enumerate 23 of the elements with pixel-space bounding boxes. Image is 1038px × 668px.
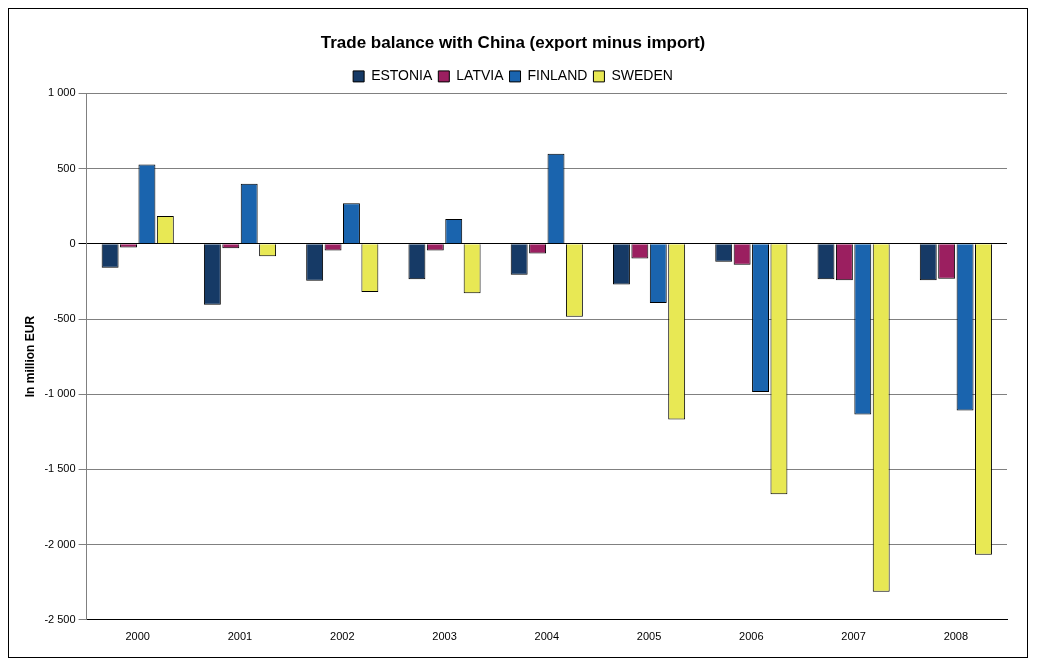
y-tick-label: 0: [69, 236, 76, 249]
chart-title: Trade balance with China (export minus import): [320, 32, 706, 52]
y-tick-label: -2 000: [44, 537, 76, 550]
y-tick-label: 1 000: [48, 86, 76, 99]
x-tick-label: 2003: [432, 630, 457, 643]
y-tick-label: -1 500: [44, 462, 76, 475]
y-tick-label: -1 000: [44, 387, 76, 400]
y-axis-title: In million EUR: [22, 315, 37, 398]
x-tick-label: 2002: [330, 630, 355, 643]
y-tick-label: -500: [53, 312, 76, 325]
x-tick-label: 2004: [534, 630, 560, 643]
x-tick-label: 2005: [636, 630, 662, 643]
x-tick-label: 2007: [841, 630, 866, 643]
legend-label: LATVIA: [456, 67, 505, 84]
y-tick-label: 500: [57, 161, 76, 174]
x-tick-label: 2008: [943, 630, 969, 643]
legend-label: FINLAND: [527, 67, 588, 84]
x-tick-label: 2001: [227, 630, 253, 643]
x-tick-label: 2006: [739, 630, 764, 643]
legend-label: ESTONIA: [371, 67, 433, 84]
x-tick-label: 2000: [125, 630, 150, 643]
y-tick-label: -2 500: [44, 612, 76, 625]
legend-label: SWEDEN: [611, 67, 673, 84]
